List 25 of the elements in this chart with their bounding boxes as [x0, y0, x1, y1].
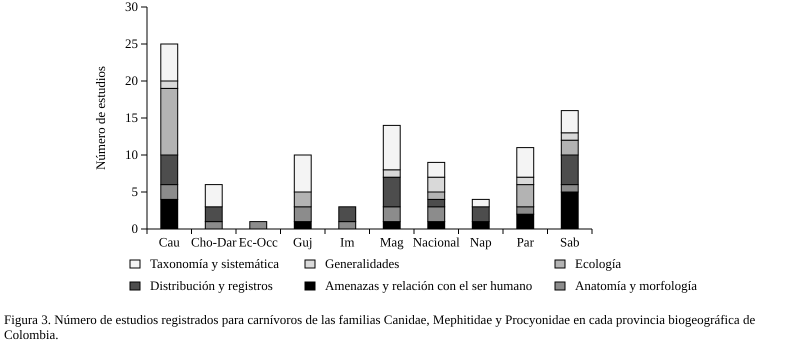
legend-label: Distribución y registros	[150, 278, 273, 293]
y-tick-label: 0	[132, 221, 138, 236]
text: Figura 3. Número de estudios registrados para carnívoros de las familias Canidae, Mephitidae y Procyonidae en cada provincia biogeográfica de Colombia.	[4, 312, 756, 342]
legend-label: Anatomía y morfología	[575, 278, 698, 293]
y-tick-label: 5	[132, 184, 138, 200]
legend-label: Generalidades	[325, 256, 400, 271]
x-tick-label: Cho-Dar	[191, 234, 238, 250]
x-tick-label: Nap	[470, 234, 492, 250]
x-tick-label: Nacional	[412, 234, 460, 250]
legend-label: Taxonomía y sistemática	[150, 256, 280, 271]
legend-label: Ecología	[575, 256, 622, 271]
x-tick-label: Im	[340, 234, 354, 250]
x-tick-label: Sab	[560, 234, 580, 250]
x-tick-label: Cau	[158, 234, 180, 250]
x-tick-label: Ec-Occ	[238, 234, 278, 250]
y-tick-label: 10	[125, 147, 138, 162]
y-tick-label: 15	[125, 110, 138, 126]
x-tick-label: Par	[516, 234, 535, 250]
y-axis-title: Número de estudios	[93, 66, 108, 170]
y-tick-label: 25	[125, 36, 138, 52]
x-tick-label: Guj	[293, 234, 312, 250]
y-tick-label: 30	[125, 0, 138, 14]
legend-label: Amenazas y relación con el ser humano	[325, 278, 532, 293]
y-tick-label: 20	[125, 73, 138, 88]
x-tick-label: Mag	[380, 234, 404, 250]
